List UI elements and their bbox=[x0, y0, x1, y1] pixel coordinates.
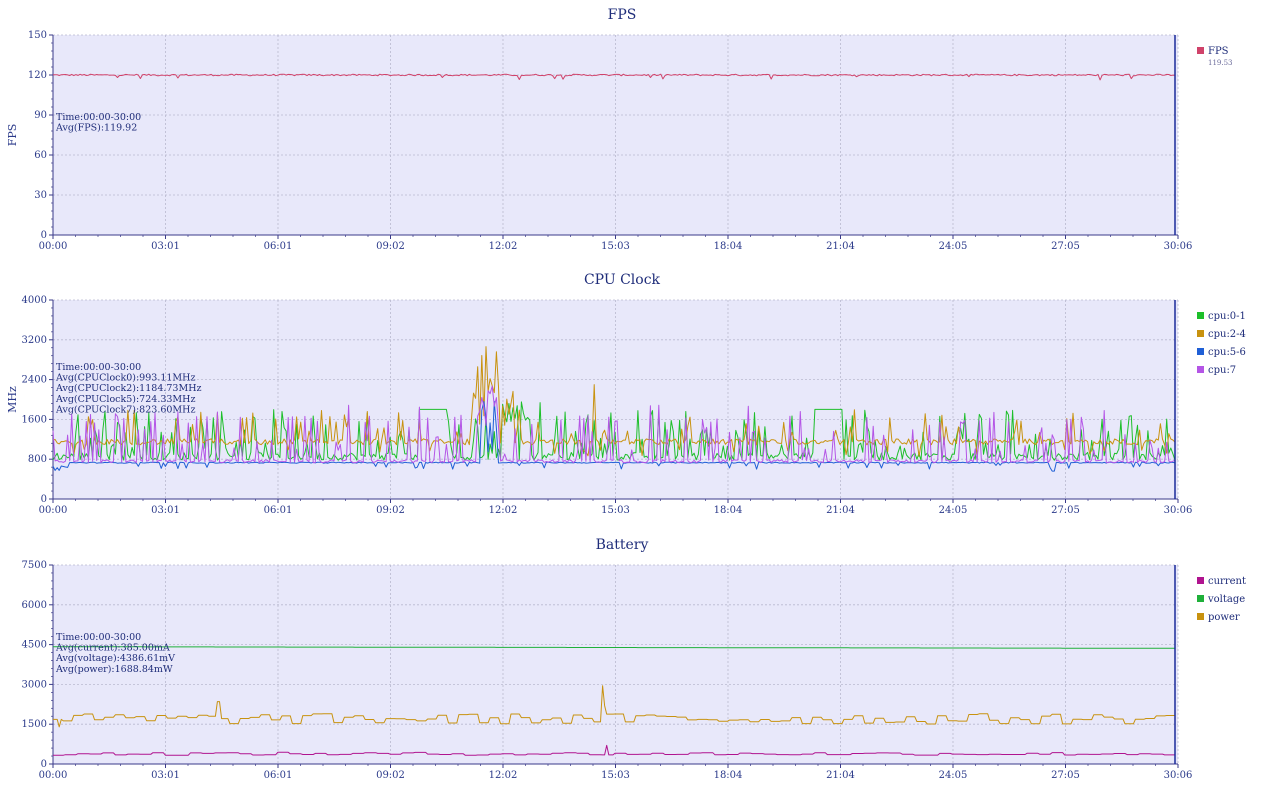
legend-label[interactable]: cpu:2-4 bbox=[1208, 329, 1246, 340]
avg-annotation-line: Avg(CPUClock7):823.60MHz bbox=[55, 404, 195, 415]
y-axis-label: MHz bbox=[6, 386, 19, 413]
x-tick-label: 12:02 bbox=[489, 505, 518, 516]
x-tick-label: 09:02 bbox=[376, 770, 405, 781]
x-tick-label: 03:01 bbox=[151, 241, 180, 252]
x-tick-label: 21:04 bbox=[826, 770, 855, 781]
series-line-power bbox=[53, 685, 1175, 728]
y-tick-label: 2400 bbox=[22, 375, 47, 386]
y-tick-label: 3200 bbox=[22, 335, 47, 346]
y-tick-label: 0 bbox=[41, 230, 47, 241]
avg-annotation-line: Avg(CPUClock5):724.33MHz bbox=[55, 394, 195, 405]
x-tick-label: 15:03 bbox=[601, 770, 630, 781]
x-tick-label: 18:04 bbox=[714, 505, 743, 516]
legend-label[interactable]: cpu:5-6 bbox=[1208, 347, 1246, 358]
legend-swatch[interactable] bbox=[1197, 312, 1204, 319]
x-tick-label: 30:06 bbox=[1164, 505, 1193, 516]
x-tick-label: 12:02 bbox=[489, 770, 518, 781]
y-tick-label: 60 bbox=[34, 150, 47, 161]
avg-annotation-line: Avg(CPUClock2):1184.73MHz bbox=[55, 383, 202, 394]
series-line-cpu-7 bbox=[52, 385, 1176, 464]
avg-annotation-line: Time:00:00-30:00 bbox=[56, 112, 141, 123]
legend-label[interactable]: FPS bbox=[1208, 46, 1229, 57]
series-line-current bbox=[53, 744, 1175, 756]
x-tick-label: 00:00 bbox=[39, 241, 68, 252]
fps-chart-title: FPS bbox=[608, 7, 637, 23]
cpu-clock-chart: CPU Clock 0 800 1600 2400 3200 4000 00:00 03:01… bbox=[6, 272, 1246, 516]
series-line-cpu-5-6 bbox=[52, 400, 1176, 472]
y-tick-label: 800 bbox=[28, 454, 47, 465]
y-tick-label: 30 bbox=[34, 190, 47, 201]
x-tick-label: 24:05 bbox=[939, 505, 968, 516]
battery-chart-title: Battery bbox=[596, 537, 649, 553]
series-line-voltage bbox=[53, 646, 1175, 649]
x-tick-label: 06:01 bbox=[264, 505, 293, 516]
avg-annotation-line: Avg(CPUClock0):993.11MHz bbox=[55, 373, 195, 384]
x-tick-label: 24:05 bbox=[939, 241, 968, 252]
battery-chart: Battery 0 1500 3000 4500 6000 7500 00:00 03:01 0… bbox=[22, 537, 1246, 781]
legend-swatch[interactable] bbox=[1197, 577, 1204, 584]
cpu-clock-chart-title: CPU Clock bbox=[584, 272, 661, 288]
y-tick-label: 7500 bbox=[22, 560, 47, 571]
x-tick-label: 03:01 bbox=[151, 505, 180, 516]
legend-value: 119.53 bbox=[1208, 59, 1233, 67]
y-tick-label: 150 bbox=[28, 30, 47, 41]
legend-label[interactable]: power bbox=[1208, 612, 1240, 623]
legend-label[interactable]: current bbox=[1208, 576, 1246, 587]
y-axis-label: FPS bbox=[6, 124, 19, 147]
avg-annotation-line: Avg(current):385.00mA bbox=[55, 643, 170, 654]
series-line-fps bbox=[53, 73, 1176, 81]
x-tick-label: 30:06 bbox=[1164, 770, 1193, 781]
y-tick-label: 4500 bbox=[22, 640, 47, 651]
x-tick-label: 06:01 bbox=[264, 770, 293, 781]
legend-swatch[interactable] bbox=[1197, 47, 1204, 54]
x-tick-label: 00:00 bbox=[39, 505, 68, 516]
x-tick-label: 21:04 bbox=[826, 241, 855, 252]
x-tick-label: 15:03 bbox=[601, 505, 630, 516]
avg-annotation-line: Time:00:00-30:00 bbox=[56, 362, 141, 373]
y-tick-label: 1500 bbox=[22, 719, 47, 730]
x-tick-label: 18:04 bbox=[714, 770, 743, 781]
avg-annotation-line: Avg(FPS):119.92 bbox=[55, 123, 137, 134]
y-tick-label: 3000 bbox=[22, 679, 47, 690]
x-tick-label: 03:01 bbox=[151, 770, 180, 781]
x-tick-label: 21:04 bbox=[826, 505, 855, 516]
y-tick-label: 120 bbox=[28, 70, 47, 81]
x-tick-label: 06:01 bbox=[264, 241, 293, 252]
x-tick-label: 18:04 bbox=[714, 241, 743, 252]
legend-swatch[interactable] bbox=[1197, 330, 1204, 337]
legend-swatch[interactable] bbox=[1197, 613, 1204, 620]
fps-chart: FPS 0 30 60 90 120 150 00:00 03:01 06:01 09:02 12:… bbox=[6, 7, 1233, 252]
legend-swatch[interactable] bbox=[1197, 348, 1204, 355]
legend-label[interactable]: voltage bbox=[1207, 594, 1245, 605]
x-tick-label: 27:05 bbox=[1051, 505, 1080, 516]
y-tick-label: 90 bbox=[34, 110, 47, 121]
avg-annotation-line: Avg(power):1688.84mW bbox=[55, 664, 173, 675]
avg-annotation-line: Time:00:00-30:00 bbox=[56, 632, 141, 643]
y-tick-label: 1600 bbox=[22, 414, 47, 425]
y-tick-label: 4000 bbox=[22, 295, 47, 306]
x-tick-label: 15:03 bbox=[601, 241, 630, 252]
x-tick-label: 24:05 bbox=[939, 770, 968, 781]
x-tick-label: 27:05 bbox=[1051, 770, 1080, 781]
x-tick-label: 09:02 bbox=[376, 241, 405, 252]
x-tick-label: 09:02 bbox=[376, 505, 405, 516]
legend-swatch[interactable] bbox=[1197, 595, 1204, 602]
x-tick-label: 30:06 bbox=[1164, 241, 1193, 252]
legend-swatch[interactable] bbox=[1197, 366, 1204, 373]
y-tick-label: 0 bbox=[41, 759, 47, 770]
x-tick-label: 00:00 bbox=[39, 770, 68, 781]
legend-label[interactable]: cpu:7 bbox=[1208, 365, 1236, 376]
x-tick-label: 12:02 bbox=[489, 241, 518, 252]
x-tick-label: 27:05 bbox=[1051, 241, 1080, 252]
legend-label[interactable]: cpu:0-1 bbox=[1208, 311, 1246, 322]
y-tick-label: 0 bbox=[41, 494, 47, 505]
avg-annotation-line: Avg(voltage):4386.61mV bbox=[55, 653, 175, 664]
y-tick-label: 6000 bbox=[22, 600, 47, 611]
